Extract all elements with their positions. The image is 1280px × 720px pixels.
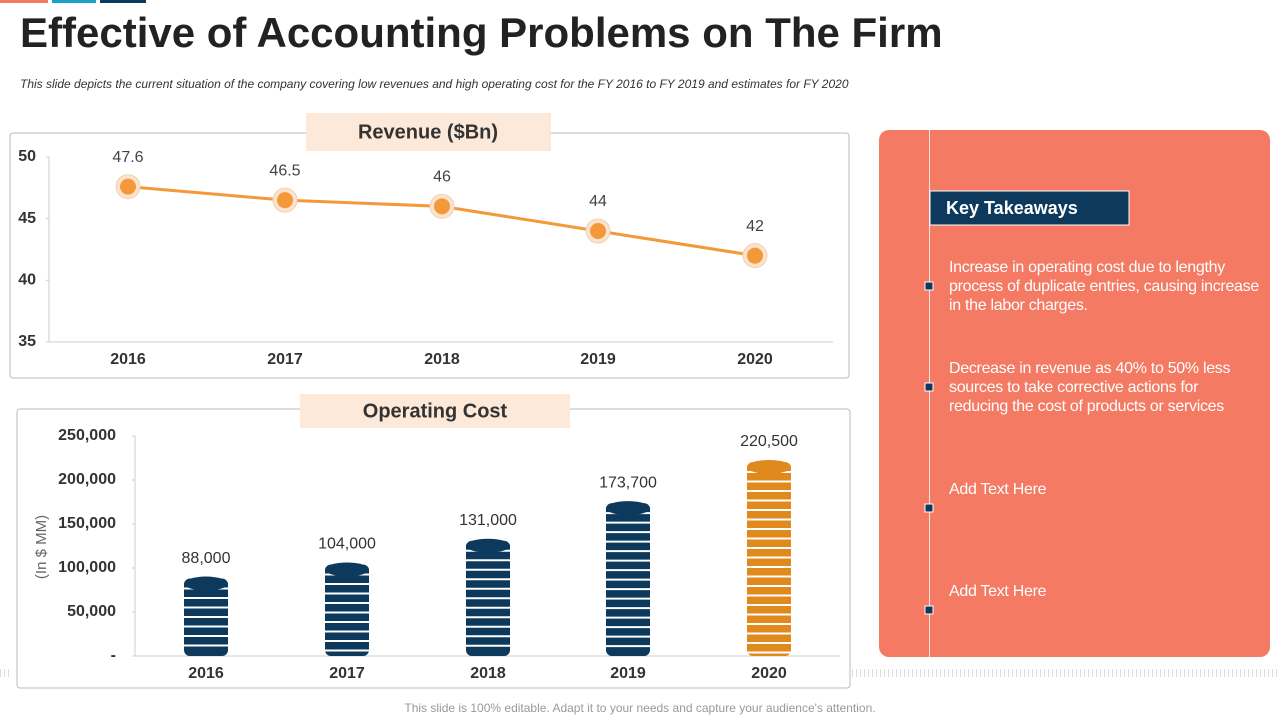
coin-top [184,576,228,591]
panel [9,132,850,379]
takeaway-panel [879,130,1270,657]
coin-top [747,459,791,474]
value-label: 131,000 [459,512,517,529]
marker-inner [590,223,606,239]
value-label: 173,700 [599,474,657,491]
y-tick-label: 200,000 [58,471,116,488]
chart-title: Operating Cost [363,400,508,422]
takeaway-item: Add Text Here [949,583,1047,600]
coin-top [466,538,510,553]
x-tick-label: 2020 [737,351,773,368]
marker-inner [747,247,763,264]
y-tick-label: 100,000 [58,559,116,576]
marker-inner [277,192,293,209]
y-tick-label: 35 [18,333,36,350]
x-tick-label: 2016 [110,351,146,368]
bullet [924,281,934,291]
decor [52,0,96,3]
takeaway-item: Decrease in revenue as 40% to 50% less s… [949,360,1231,415]
coin-top [325,562,369,577]
bullet [924,605,934,615]
y-tick-label: 40 [18,272,36,289]
x-tick-label: 2017 [267,351,303,368]
coin-stack [325,564,369,656]
footer: This slide is 100% editable. Adapt it to… [404,701,875,715]
y-axis-label: (In $ MM) [33,515,50,579]
takeaway-item: Add Text Here [949,481,1047,498]
subtitle: This slide depicts the current situation… [20,77,849,91]
decor [100,0,146,3]
marker-inner [120,178,136,195]
value-label: 46.5 [269,162,300,179]
y-tick-label: - [111,647,116,664]
x-tick-label: 2018 [470,665,506,682]
x-tick-label: 2017 [329,665,365,682]
panel [16,408,851,689]
title: Effective of Accounting Problems on The … [20,9,943,56]
value-label: 46 [433,169,451,186]
value-label: 44 [589,193,607,210]
takeaway-item: Increase in operating cost due to length… [949,259,1259,314]
value-label: 42 [746,218,764,235]
bullet [924,382,934,392]
y-tick-label: 250,000 [58,427,116,444]
x-tick-label: 2020 [751,665,787,682]
bullet [924,503,934,513]
marker-inner [434,198,450,215]
decor [0,0,48,3]
y-tick-label: 50,000 [67,603,116,620]
y-tick-label: 50 [18,148,36,165]
y-tick-label: 150,000 [58,515,116,532]
coin-top [606,501,650,516]
x-tick-label: 2019 [610,665,646,682]
y-tick-label: 45 [18,210,36,227]
x-tick-label: 2016 [188,665,224,682]
value-label: 104,000 [318,536,376,553]
takeaway-heading: Key Takeaways [946,198,1078,218]
chart-title-box [300,394,570,428]
value-label: 220,500 [740,433,798,450]
x-tick-label: 2018 [424,351,460,368]
value-label: 88,000 [182,550,231,567]
takeaway-heading-box [929,190,1130,226]
chart-title: Revenue ($Bn) [358,121,498,143]
value-label: 47.6 [112,149,143,166]
chart-title-box [306,113,551,151]
x-tick-label: 2019 [580,351,616,368]
